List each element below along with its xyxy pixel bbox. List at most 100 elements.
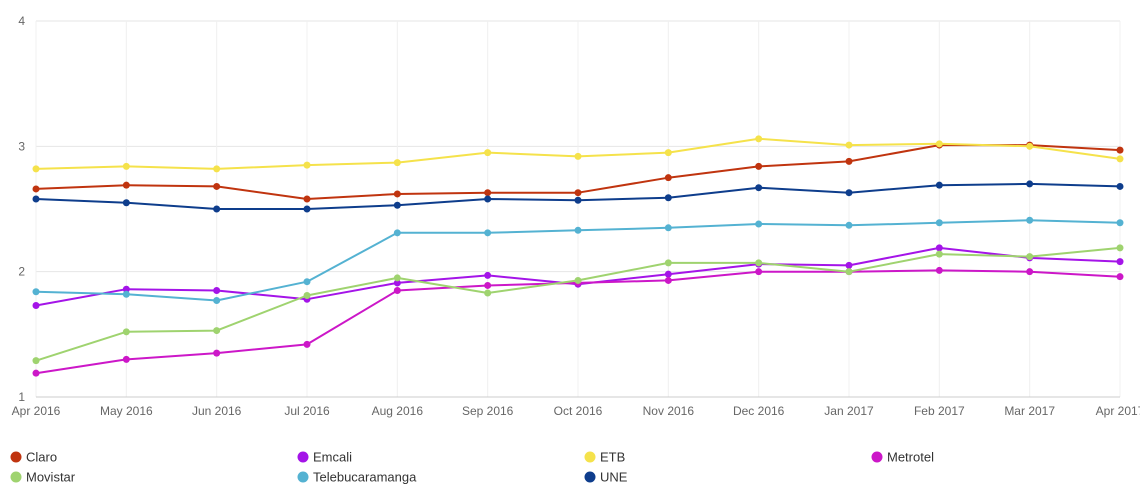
data-point-une xyxy=(122,199,130,207)
legend-swatch-emcali xyxy=(297,451,309,463)
data-point-une xyxy=(664,194,672,202)
data-point-metrotel xyxy=(1026,268,1034,276)
data-point-metrotel xyxy=(935,266,943,274)
x-tick-label: May 2016 xyxy=(100,404,153,418)
data-point-etb xyxy=(845,141,853,149)
data-point-une xyxy=(303,205,311,213)
data-point-une xyxy=(393,201,401,209)
data-point-une xyxy=(213,205,221,213)
data-point-emcali xyxy=(213,286,221,294)
data-point-claro xyxy=(303,195,311,203)
legend-item-emcali: Emcali xyxy=(297,450,352,465)
data-point-etb xyxy=(32,165,40,173)
data-point-metrotel xyxy=(303,340,311,348)
x-tick-label: Sep 2016 xyxy=(462,404,514,418)
data-point-telebucaramanga xyxy=(303,278,311,286)
series-movistar xyxy=(32,244,1124,365)
data-point-movistar xyxy=(484,289,492,297)
data-point-claro xyxy=(122,181,130,189)
legend-swatch-movistar xyxy=(10,471,22,483)
legend-label-metrotel: Metrotel xyxy=(887,450,934,465)
data-point-movistar xyxy=(574,276,582,284)
data-point-emcali xyxy=(664,270,672,278)
data-point-claro xyxy=(664,174,672,182)
data-point-metrotel xyxy=(755,268,763,276)
x-tick-label: Feb 2017 xyxy=(914,404,965,418)
data-point-claro xyxy=(574,189,582,197)
data-point-movistar xyxy=(122,328,130,336)
series-etb xyxy=(32,135,1124,173)
data-point-metrotel xyxy=(664,276,672,284)
data-point-claro xyxy=(484,189,492,197)
data-point-emcali xyxy=(32,302,40,310)
data-point-etb xyxy=(393,159,401,167)
data-point-etb xyxy=(303,161,311,169)
data-point-metrotel xyxy=(484,281,492,289)
data-point-metrotel xyxy=(213,349,221,357)
x-tick-label: Jun 2016 xyxy=(192,404,242,418)
legend-swatch-claro xyxy=(10,451,22,463)
x-tick-label: Nov 2016 xyxy=(643,404,695,418)
data-point-movistar xyxy=(664,259,672,267)
data-point-movistar xyxy=(755,259,763,267)
data-point-telebucaramanga xyxy=(1116,219,1124,227)
data-point-emcali xyxy=(935,244,943,252)
data-point-emcali xyxy=(393,279,401,287)
data-point-telebucaramanga xyxy=(122,290,130,298)
data-point-telebucaramanga xyxy=(664,224,672,232)
data-point-etb xyxy=(484,149,492,157)
legend: Claro Emcali ETB Metrotel Movistar Telebucara… xyxy=(10,450,934,485)
legend-label-emcali: Emcali xyxy=(313,450,352,465)
data-point-etb xyxy=(1026,142,1034,150)
legend-item-une: UNE xyxy=(584,470,628,485)
data-point-etb xyxy=(664,149,672,157)
legend-item-claro: Claro xyxy=(10,450,57,465)
data-point-emcali xyxy=(1116,258,1124,266)
data-point-etb xyxy=(1116,155,1124,163)
data-point-claro xyxy=(1116,146,1124,154)
data-point-movistar xyxy=(32,357,40,365)
data-point-movistar xyxy=(213,327,221,335)
x-tick-label: Apr 2016 xyxy=(12,404,61,418)
data-point-movistar xyxy=(393,274,401,282)
data-point-etb xyxy=(213,165,221,173)
data-point-claro xyxy=(845,157,853,165)
series-telebucaramanga xyxy=(32,216,1124,304)
data-point-movistar xyxy=(303,291,311,299)
data-point-telebucaramanga xyxy=(755,220,763,228)
data-point-movistar xyxy=(845,268,853,276)
legend-item-telebucaramanga: Telebucaramanga xyxy=(297,470,417,485)
y-tick-label: 4 xyxy=(18,14,25,28)
legend-swatch-une xyxy=(584,471,596,483)
data-point-movistar xyxy=(935,250,943,258)
data-point-telebucaramanga xyxy=(574,226,582,234)
data-point-telebucaramanga xyxy=(393,229,401,237)
data-point-telebucaramanga xyxy=(32,288,40,296)
data-point-emcali xyxy=(845,261,853,269)
data-point-telebucaramanga xyxy=(213,296,221,304)
y-tick-label: 2 xyxy=(18,265,25,279)
data-point-movistar xyxy=(1116,244,1124,252)
data-point-metrotel xyxy=(32,369,40,377)
legend-item-movistar: Movistar xyxy=(10,470,76,485)
series-layer xyxy=(32,135,1124,377)
data-point-metrotel xyxy=(122,355,130,363)
data-point-emcali xyxy=(122,285,130,293)
data-point-telebucaramanga xyxy=(935,219,943,227)
data-point-une xyxy=(845,189,853,197)
legend-label-etb: ETB xyxy=(600,450,625,465)
legend-label-claro: Claro xyxy=(26,450,57,465)
data-point-metrotel xyxy=(1116,273,1124,281)
legend-swatch-metrotel xyxy=(871,451,883,463)
x-tick-label: Jan 2017 xyxy=(824,404,874,418)
series-une xyxy=(32,180,1124,213)
x-tick-label: Dec 2016 xyxy=(733,404,785,418)
data-point-une xyxy=(1116,182,1124,190)
legend-label-movistar: Movistar xyxy=(26,470,76,485)
data-point-emcali xyxy=(484,271,492,279)
data-point-une xyxy=(484,195,492,203)
legend-swatch-telebucaramanga xyxy=(297,471,309,483)
legend-item-metrotel: Metrotel xyxy=(871,450,934,465)
